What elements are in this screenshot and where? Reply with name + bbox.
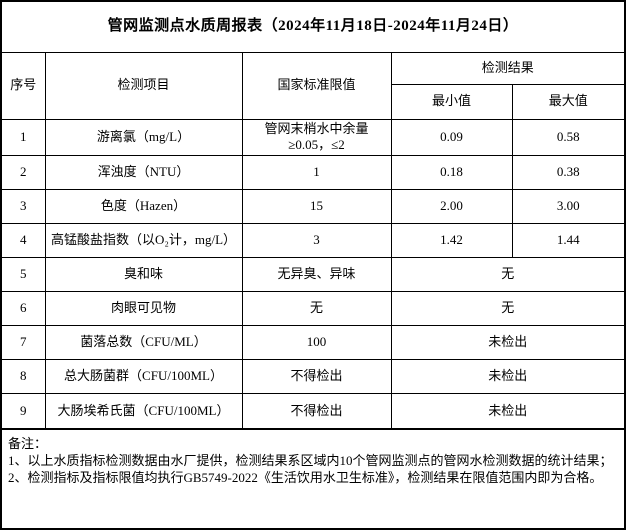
row-standard: 1 <box>241 154 392 190</box>
table-row: 4 高锰酸盐指数（以O₂计，mg/L） 3 1.42 1.44 <box>0 222 626 258</box>
row-max-value: 3.00 <box>511 188 626 224</box>
notes-label: 备注： <box>8 436 48 451</box>
note-line-1: 1、以上水质指标检测数据由水厂提供，检测结果系区域内10个管网监测点的管网水检测… <box>8 453 613 468</box>
row-standard: 3 <box>241 222 392 258</box>
row-index: 5 <box>0 256 46 292</box>
row-standard: 15 <box>241 188 392 224</box>
table-row: 7 菌落总数（CFU/ML） 100 未检出 <box>0 324 626 360</box>
row-item: 色度（Hazen） <box>44 188 243 224</box>
row-result-value: 未检出 <box>390 392 626 430</box>
row-index: 8 <box>0 358 46 394</box>
row-max-value: 1.44 <box>511 222 626 258</box>
row-index: 3 <box>0 188 46 224</box>
table-row: 8 总大肠菌群（CFU/100ML） 不得检出 未检出 <box>0 358 626 394</box>
col-header-item: 检测项目 <box>44 51 243 120</box>
notes-section: 备注： 1、以上水质指标检测数据由水厂提供，检测结果系区域内10个管网监测点的管… <box>0 430 626 530</box>
header-row-sub: 最小值 最大值 <box>1 83 626 120</box>
col-header-max: 最大值 <box>511 83 626 120</box>
title-row: 管网监测点水质周报表（2024年11月18日-2024年11月24日） <box>0 0 626 53</box>
col-header-index: 序号 <box>0 51 46 120</box>
table-row: 9 大肠埃希氏菌（CFU/100ML） 不得检出 未检出 <box>0 392 626 430</box>
row-item: 浑浊度（NTU） <box>44 154 243 190</box>
row-item: 臭和味 <box>44 256 243 292</box>
row-standard: 管网末梢水中余量≥0.05，≤2 <box>241 118 392 156</box>
page-title: 管网监测点水质周报表（2024年11月18日-2024年11月24日） <box>0 0 626 53</box>
row-index: 7 <box>0 324 46 360</box>
row-min-value: 0.09 <box>390 118 513 156</box>
row-index: 9 <box>0 392 46 430</box>
row-standard: 不得检出 <box>241 392 392 430</box>
row-item: 肉眼可见物 <box>44 290 243 326</box>
row-result-value: 无 <box>390 256 626 292</box>
row-min-value: 2.00 <box>390 188 513 224</box>
row-standard: 无异臭、异味 <box>241 256 392 292</box>
row-item: 游离氯（mg/L） <box>44 118 243 156</box>
row-max-value: 0.58 <box>511 118 626 156</box>
note-line-2: 2、检测指标及指标限值均执行GB5749-2022《生活饮用水卫生标准》，检测结… <box>8 470 603 485</box>
row-standard: 无 <box>241 290 392 326</box>
table-row: 6 肉眼可见物 无 无 <box>0 290 626 326</box>
row-index: 1 <box>0 118 46 156</box>
table-row: 5 臭和味 无异臭、异味 无 <box>0 256 626 292</box>
row-index: 6 <box>0 290 46 326</box>
col-header-standard: 国家标准限值 <box>241 51 392 120</box>
row-min-value: 0.18 <box>390 154 513 190</box>
row-item: 菌落总数（CFU/ML） <box>44 324 243 360</box>
col-header-min: 最小值 <box>390 83 513 120</box>
table-row: 2 浑浊度（NTU） 1 0.18 0.38 <box>0 154 626 190</box>
row-result-value: 未检出 <box>390 358 626 394</box>
row-item: 大肠埃希氏菌（CFU/100ML） <box>44 392 243 430</box>
table-row: 1 游离氯（mg/L） 管网末梢水中余量≥0.05，≤2 0.09 0.58 <box>0 118 626 156</box>
row-standard: 不得检出 <box>241 358 392 394</box>
header-row-top: 序号 检测项目 国家标准限值 检测结果 <box>0 51 626 120</box>
row-index: 4 <box>0 222 46 258</box>
row-item: 总大肠菌群（CFU/100ML） <box>44 358 243 394</box>
row-result-value: 无 <box>390 290 626 326</box>
row-result-value: 未检出 <box>390 324 626 360</box>
row-item: 高锰酸盐指数（以O₂计，mg/L） <box>44 222 243 258</box>
row-index: 2 <box>0 154 46 190</box>
table-row: 3 色度（Hazen） 15 2.00 3.00 <box>0 188 626 224</box>
col-header-result-group: 检测结果 <box>390 51 626 85</box>
water-quality-table: 管网监测点水质周报表（2024年11月18日-2024年11月24日） 序号 检… <box>0 0 626 430</box>
row-max-value: 0.38 <box>511 154 626 190</box>
row-standard: 100 <box>241 324 392 360</box>
row-min-value: 1.42 <box>390 222 513 258</box>
